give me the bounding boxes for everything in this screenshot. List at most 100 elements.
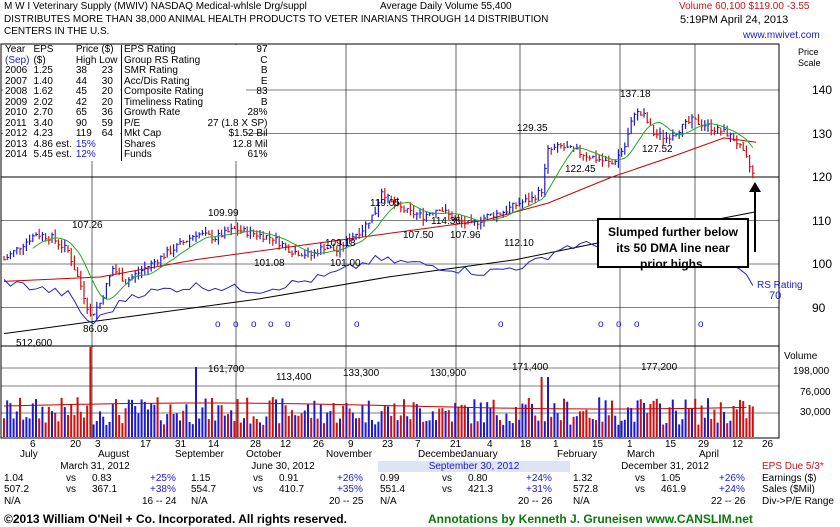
volume-bar	[438, 408, 441, 437]
volume-bar	[217, 405, 220, 437]
x-tick-day: 6	[30, 439, 36, 450]
volume-bar	[121, 423, 124, 437]
volume-bar	[63, 407, 66, 437]
volume-bar	[729, 420, 732, 437]
eps-growth: 12%	[75, 149, 96, 160]
volume-bar	[742, 401, 745, 437]
volume-annotation: 512,600	[16, 338, 53, 349]
volume-bar	[531, 403, 533, 437]
eps-value: 1.62	[33, 86, 53, 97]
volume-bar	[470, 423, 473, 437]
x-tick-day: 3	[95, 439, 101, 450]
volume-bar	[233, 421, 236, 437]
volume-bar	[28, 418, 31, 437]
volume-bar	[636, 400, 639, 437]
x-tick-day: 4	[487, 439, 493, 450]
volume-bar	[300, 413, 303, 437]
datetime: 5:19PM April 24, 2013	[680, 14, 789, 26]
options-marker: o	[268, 319, 274, 330]
volume-bar	[633, 421, 636, 437]
volume-bar	[179, 420, 181, 437]
volume-bar	[409, 419, 412, 437]
options-marker: o	[498, 319, 504, 330]
volume-bar	[563, 398, 565, 437]
volume-bar	[508, 420, 511, 437]
volume-bar	[6, 400, 9, 437]
options-marker: o	[634, 319, 640, 330]
volume-bar	[572, 416, 575, 437]
volume-bar	[499, 419, 501, 437]
rating-label: Growth Rate	[124, 107, 181, 118]
volume-bar	[534, 415, 537, 437]
volume-bar	[118, 414, 121, 437]
volume-bar	[236, 399, 239, 437]
volume-bar	[649, 403, 652, 437]
quarter-pe-range: 20 -- 26	[518, 496, 553, 507]
eps-year: 2014	[5, 149, 28, 160]
price-annotation: 112.10	[504, 238, 534, 249]
volume-bar	[585, 409, 588, 437]
price-annotation: 119.05	[370, 198, 400, 209]
price-tick: 100	[812, 257, 833, 271]
volume-bar	[204, 398, 207, 437]
x-tick-month: August	[98, 449, 130, 460]
volume-bar	[278, 423, 281, 437]
website-link[interactable]: www.mwivet.com	[743, 30, 820, 41]
volume-bar	[486, 402, 489, 437]
volume-bar	[556, 413, 559, 437]
annotation-credit[interactable]: Annotations by Kenneth J. Gruneisen www.…	[428, 512, 753, 526]
volume-bar	[502, 424, 505, 437]
volume-bar	[444, 410, 447, 437]
quarter-current: 1.04	[4, 473, 24, 484]
quarter-pe-range: 22 -- 26	[711, 496, 746, 507]
volume-bar	[303, 410, 306, 437]
volume-bar	[153, 404, 156, 437]
quarter-change: +24%	[526, 473, 552, 484]
volume-bar	[15, 411, 18, 437]
volume-bar	[342, 405, 345, 437]
price-annotation: 107.50	[403, 230, 434, 241]
volume-bar	[422, 421, 425, 437]
quarter-change: +35%	[337, 484, 363, 495]
quarter-div: N/A	[4, 496, 21, 507]
volume-bar	[281, 398, 284, 437]
rs-rating-label: RS Rating	[757, 280, 803, 291]
volume-bar	[479, 402, 482, 437]
volume-bar	[716, 422, 719, 437]
volume-bar	[454, 402, 457, 437]
volume-bar	[691, 408, 693, 437]
eps-value: 1.40	[33, 75, 53, 87]
volume-bar	[355, 418, 357, 437]
volume-bar	[54, 412, 57, 437]
volume-bar	[339, 418, 341, 437]
volume-bar	[547, 377, 549, 437]
rating-value: $1.52 Bil	[228, 128, 268, 139]
volume-bar	[211, 397, 213, 437]
quarter-div: N/A	[573, 496, 590, 507]
options-marker: o	[698, 319, 704, 330]
volume-bar	[243, 418, 245, 437]
price-tick: 130	[812, 126, 833, 141]
volume-bar	[316, 418, 319, 437]
x-tick-month: December	[418, 449, 465, 460]
quarter-current: 1.15	[191, 473, 211, 484]
volume-bar	[377, 421, 380, 437]
volume-bar	[175, 413, 178, 437]
volume-bar	[575, 416, 578, 437]
volume-bar	[617, 424, 620, 437]
volume-bar	[726, 423, 729, 437]
options-marker: o	[215, 319, 221, 330]
volume-bar	[140, 399, 143, 437]
volume-bar	[150, 403, 153, 437]
rs-rating-value: 70	[769, 290, 782, 302]
price-low: 23	[101, 65, 113, 76]
quarter-prior: 1.05	[661, 473, 681, 484]
volume-bar	[550, 416, 553, 437]
x-tick-month: September	[175, 449, 224, 460]
volume-bar	[684, 399, 687, 437]
volume-annotation: 130,900	[430, 368, 467, 379]
volume-bar	[220, 405, 223, 437]
price-low: 20	[101, 86, 113, 97]
volume-tick: 198,000	[793, 366, 830, 377]
